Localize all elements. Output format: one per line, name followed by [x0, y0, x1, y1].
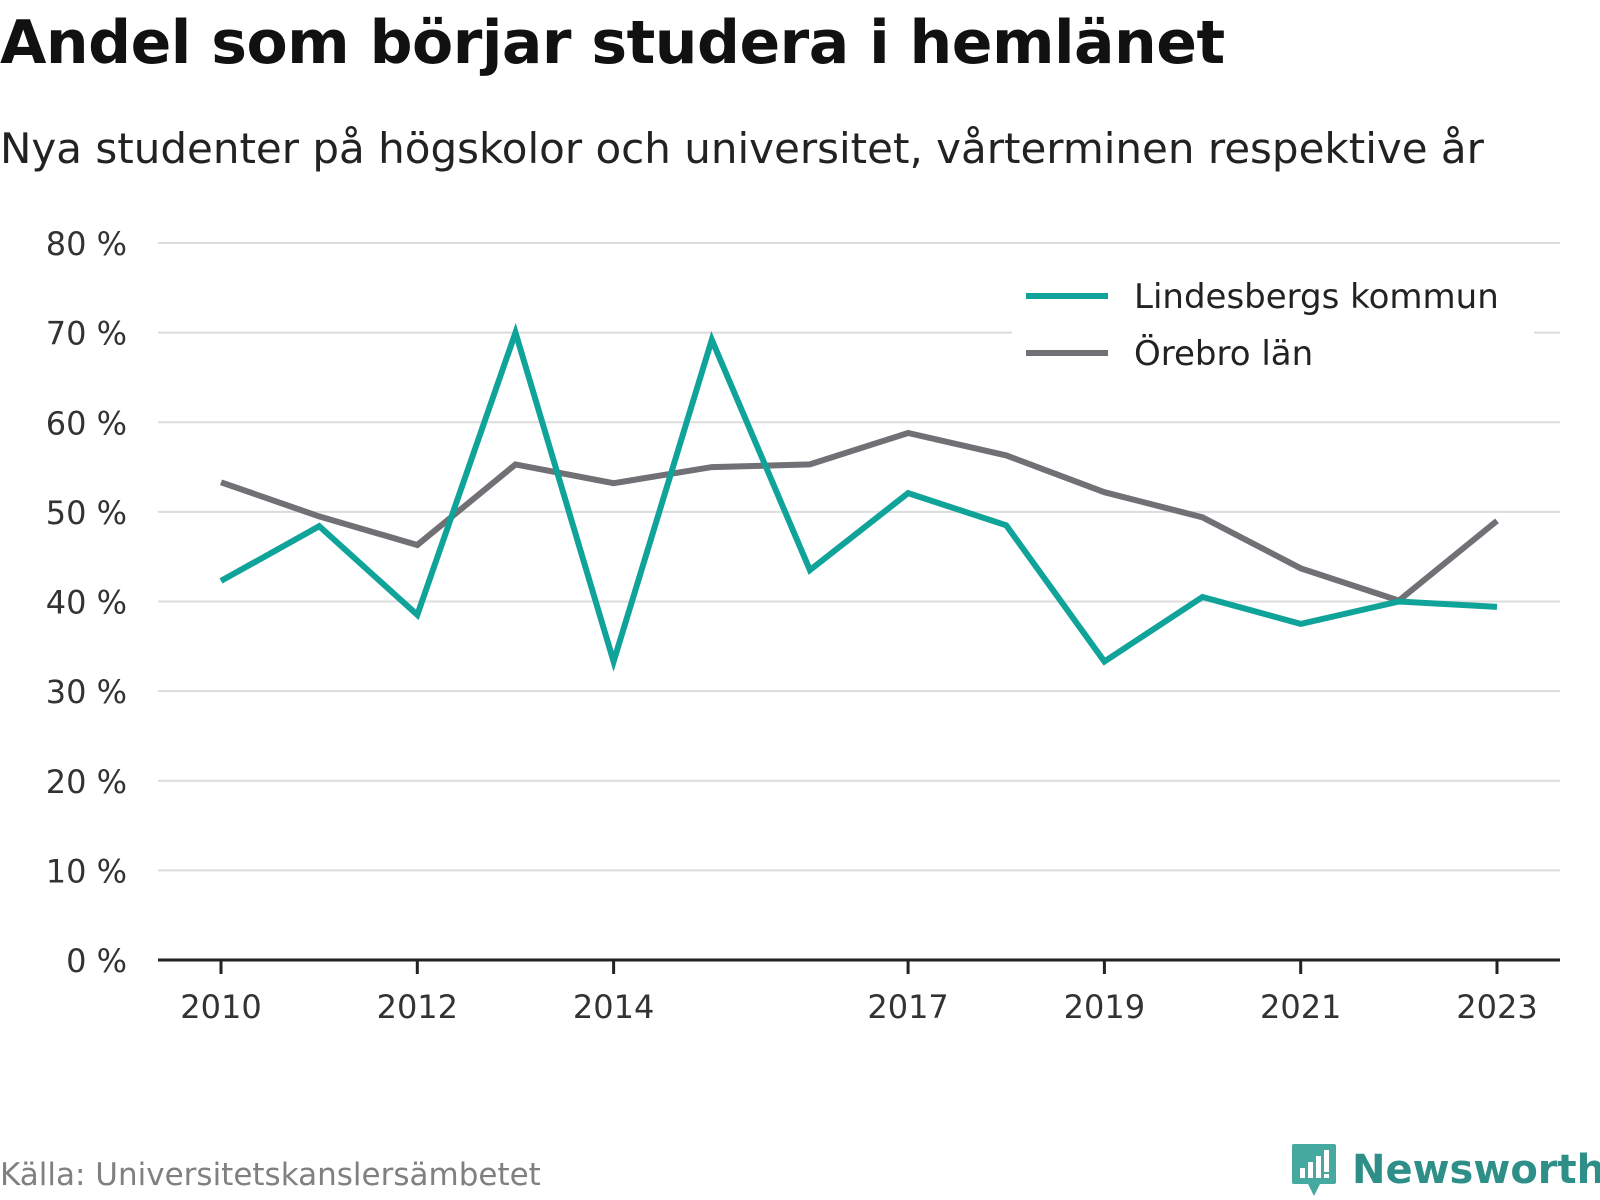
x-tick-label: 2012: [377, 988, 458, 1026]
y-tick-label: 50 %: [46, 494, 127, 532]
legend: Lindesbergs kommun Örebro län: [1012, 262, 1534, 374]
brand-logo[interactable]: Newsworthy: [1290, 1142, 1600, 1198]
chart-title: Andel som börjar studera i hemlänet: [0, 8, 1225, 78]
y-tick-label: 0 %: [66, 942, 127, 980]
chart-logo-icon: [1292, 1144, 1336, 1196]
y-tick-label: 60 %: [46, 404, 127, 442]
brand-name: Newsworthy: [1352, 1147, 1600, 1193]
y-tick-label: 70 %: [46, 315, 127, 353]
y-tick-label: 10 %: [46, 852, 127, 890]
x-tick-label: 2019: [1064, 988, 1145, 1026]
legend-label: Lindesbergs kommun: [1134, 277, 1499, 317]
x-axis: 2010 2012 2014 2017 2019 2021 2023: [158, 958, 1560, 1026]
x-tick-label: 2014: [573, 988, 654, 1026]
x-tick-label: 2017: [867, 988, 948, 1026]
y-tick-label: 30 %: [46, 673, 127, 711]
source-note: Källa: Universitetskanslersämbetet: [0, 1157, 541, 1193]
y-tick-label: 20 %: [46, 763, 127, 801]
x-tick-label: 2010: [180, 988, 261, 1026]
x-tick-label: 2021: [1260, 988, 1341, 1026]
legend-label: Örebro län: [1134, 333, 1313, 374]
chart-subtitle: Nya studenter på högskolor och universit…: [0, 124, 1484, 173]
y-tick-label: 80 %: [46, 225, 127, 263]
y-tick-label: 40 %: [46, 584, 127, 622]
series-line-orebro: [220, 429, 1499, 604]
series-line-lindesberg: [219, 322, 1498, 672]
x-tick-label: 2023: [1456, 988, 1537, 1026]
y-axis-ticks: 0 % 10 % 20 % 30 % 40 % 50 % 60 % 70 % 80 %: [46, 225, 127, 980]
series-lines: [219, 322, 1499, 672]
